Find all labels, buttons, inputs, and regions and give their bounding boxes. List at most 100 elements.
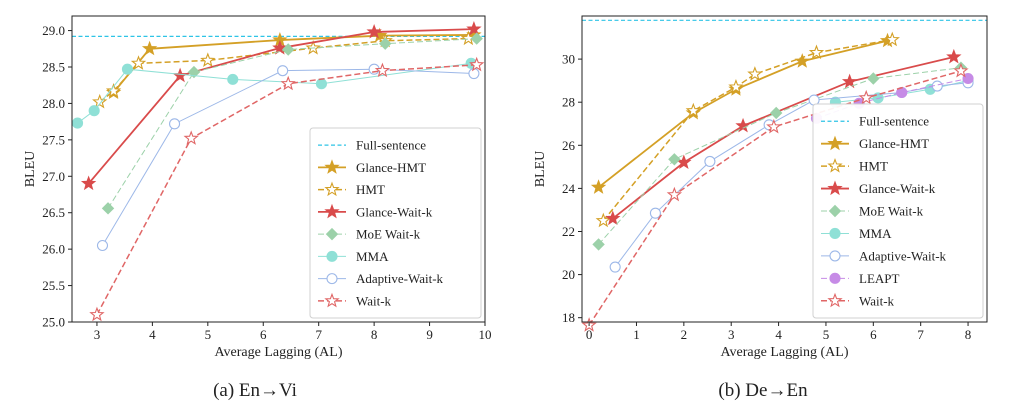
x-tick-label: 2	[681, 327, 688, 342]
data-point-wait-k	[469, 56, 485, 72]
legend-swatch-marker	[326, 250, 338, 262]
data-point-moe-wait-k	[379, 37, 392, 50]
data-point-glance-wait-k	[735, 117, 751, 133]
data-point-adaptive-wait-k	[468, 68, 480, 80]
series-adaptive-wait-k	[96, 63, 480, 252]
caption-de-en: (b) De→En	[718, 380, 808, 401]
series-line-hmt	[602, 38, 893, 222]
x-tick-label: 8	[371, 327, 378, 342]
legend-entry-moe-wait-k: MoE Wait-k	[821, 204, 924, 219]
legend-swatch-marker	[324, 181, 340, 197]
y-tick-label: 30	[562, 52, 575, 67]
series-line-wait-k	[588, 70, 962, 326]
data-point-hmt	[92, 93, 108, 109]
data-point-mma	[227, 73, 239, 85]
data-point-hmt	[105, 82, 122, 98]
data-point-hmt	[595, 212, 611, 228]
series-line-glance-hmt	[112, 34, 474, 94]
x-axis-label: Average Lagging (AL)	[720, 345, 848, 360]
legend-label: MoE Wait-k	[356, 227, 421, 242]
y-tick-label: 26.0	[42, 242, 65, 257]
data-point-hmt	[808, 44, 825, 60]
legend-entry-wait-k: Wait-k	[318, 292, 392, 308]
y-tick-label: 28.5	[42, 60, 65, 75]
y-tick-label: 27.5	[42, 132, 65, 147]
legend-label: LEAPT	[859, 271, 900, 286]
data-point-hmt	[130, 55, 147, 70]
data-point-hmt	[200, 52, 216, 67]
legend-entry-adaptive-wait-k: Adaptive-Wait-k	[821, 248, 947, 263]
y-tick-label: 20	[562, 267, 575, 282]
data-point-glance-wait-k	[946, 48, 962, 64]
data-point-glance-wait-k	[466, 21, 482, 36]
legend: Full-sentence Glance-HMT HMT Glance-Wait-k M…	[812, 103, 984, 319]
legend-entry-glance-wait-k: Glance-Wait-k	[318, 203, 433, 219]
data-point-hmt	[685, 102, 701, 118]
data-point-wait-k	[858, 89, 874, 105]
x-tick-label: 3	[94, 327, 101, 342]
legend-swatch-marker	[324, 159, 340, 174]
data-point-mma	[315, 78, 328, 90]
x-tick-label: 4	[149, 327, 156, 342]
x-tick-label: 8	[965, 327, 972, 342]
data-point-hmt	[728, 79, 744, 94]
data-point-mma	[121, 63, 133, 75]
legend-label: Glance-HMT	[859, 136, 929, 151]
legend-label: HMT	[859, 159, 888, 174]
legend-swatch-marker	[828, 204, 842, 218]
legend-entry-full-sentence: Full-sentence	[821, 114, 929, 129]
legend-entry-full-sentence: Full-sentence	[318, 138, 426, 153]
x-tick-label: 10	[479, 327, 492, 342]
legend-swatch-marker	[324, 292, 340, 308]
series-mma	[71, 57, 477, 129]
legend-entry-adaptive-wait-k: Adaptive-Wait-k	[318, 271, 444, 286]
legend-label: Full-sentence	[356, 138, 426, 153]
legend-entry-glance-hmt: Glance-HMT	[821, 135, 929, 151]
panel-de-en: 0 1 2 3 4 5 6 7 8 18 20 22 24 26 28 30 Average Lagging (…	[533, 15, 988, 360]
data-point-hmt	[305, 39, 321, 55]
series-wait-k	[89, 56, 485, 322]
plot-frame	[581, 15, 988, 323]
legend-frame	[812, 103, 984, 319]
legend-label: Adaptive-Wait-k	[859, 248, 947, 263]
y-axis-label: BLEU	[533, 151, 548, 188]
data-point-wait-k	[374, 62, 391, 78]
data-point-adaptive-wait-k	[704, 155, 716, 168]
legend-entry-moe-wait-k: MoE Wait-k	[318, 227, 421, 242]
legend-swatch-marker	[827, 180, 843, 196]
data-point-mma	[88, 105, 100, 117]
y-tick-label: 27.0	[42, 169, 65, 184]
y-tick-label: 26.5	[42, 205, 65, 220]
data-point-adaptive-wait-k	[609, 261, 621, 273]
data-point-wait-k	[280, 75, 296, 91]
data-point-moe-wait-k	[187, 65, 201, 79]
data-point-glance-wait-k	[605, 210, 621, 226]
x-tick-label: 0	[586, 327, 593, 342]
x-tick-label: 7	[917, 327, 924, 342]
series-moe-wait-k	[101, 32, 483, 215]
plot-frame	[71, 15, 486, 323]
x-tick-label: 5	[205, 327, 212, 342]
legend-label: Wait-k	[859, 293, 895, 308]
data-point-glance-hmt	[794, 53, 810, 68]
legend-label: MoE Wait-k	[859, 204, 924, 219]
y-tick-label: 24	[562, 181, 576, 196]
series-glance-wait-k	[80, 21, 482, 191]
legend-swatch-marker	[829, 250, 841, 262]
data-point-moe-wait-k	[592, 238, 605, 251]
legend-label: Glance-Wait-k	[859, 181, 936, 196]
data-point-adaptive-wait-k	[649, 207, 661, 219]
data-point-glance-wait-k	[80, 175, 97, 191]
data-point-wait-k	[666, 186, 683, 202]
x-tick-label: 5	[823, 327, 830, 342]
y-tick-label: 25.5	[42, 278, 65, 293]
y-axis-label: BLEU	[23, 151, 38, 188]
legend-swatch-marker	[827, 158, 843, 173]
data-point-wait-k	[89, 306, 105, 322]
legend-label: Full-sentence	[859, 114, 929, 129]
legend-label: MMA	[356, 249, 389, 264]
data-point-adaptive-wait-k	[277, 65, 289, 77]
data-point-moe-wait-k	[668, 153, 681, 166]
legend-swatch-marker	[827, 292, 843, 308]
